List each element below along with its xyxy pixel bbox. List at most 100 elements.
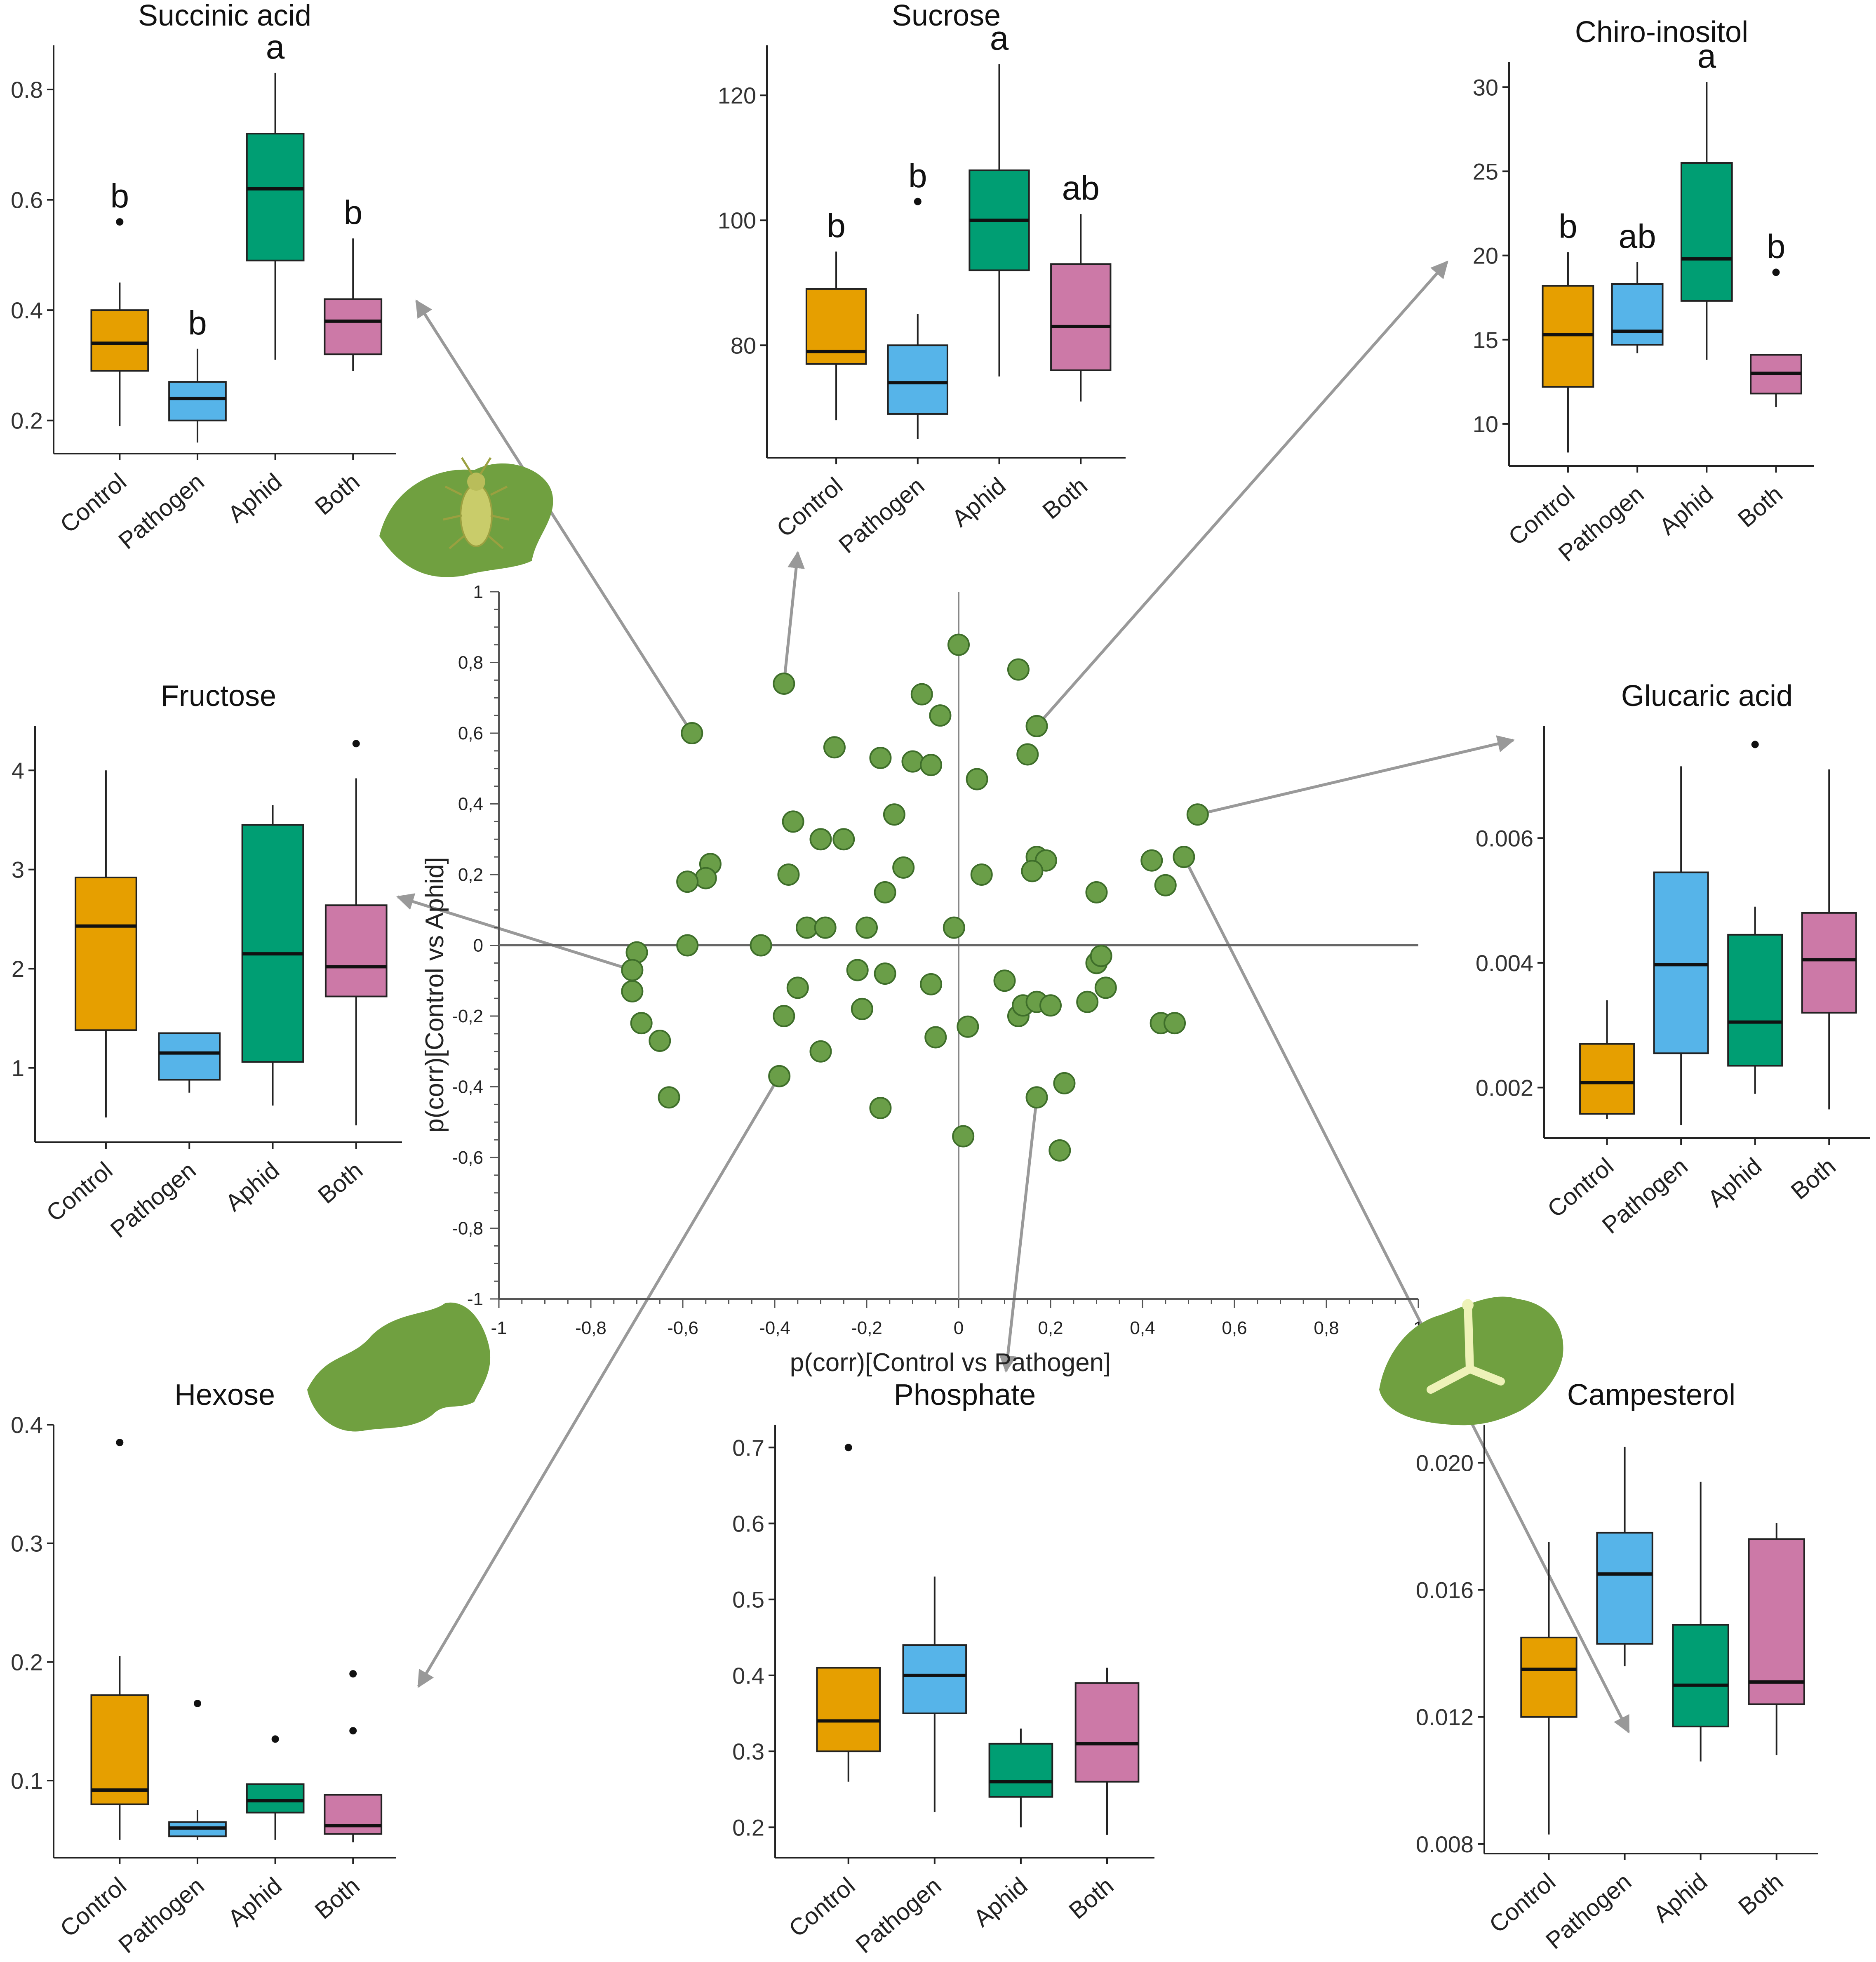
loading-point bbox=[943, 916, 965, 939]
loading-point bbox=[786, 976, 809, 999]
loading-point bbox=[1085, 881, 1108, 903]
loading-point bbox=[874, 962, 896, 985]
leaf-icons bbox=[307, 457, 1563, 1432]
y-tick-label: 2 bbox=[12, 956, 24, 982]
loading-point bbox=[1007, 658, 1030, 681]
chart-title: Sucrose bbox=[892, 0, 1001, 32]
y-tick-label: 0.6 bbox=[11, 187, 43, 213]
loading-point bbox=[901, 750, 924, 773]
y-tick-label: 1 bbox=[12, 1055, 24, 1081]
category-label: Aphid bbox=[969, 1872, 1032, 1932]
y-tick-label: 20 bbox=[1473, 243, 1498, 269]
loading-point bbox=[1094, 976, 1117, 999]
y-tick-label: 15 bbox=[1473, 327, 1498, 353]
chart-title: Campesterol bbox=[1567, 1379, 1735, 1412]
category-label: Aphid bbox=[223, 468, 287, 528]
x-tick-label: 0,8 bbox=[1314, 1318, 1339, 1338]
box-control bbox=[816, 1667, 881, 1753]
significance-letter: a bbox=[990, 19, 1009, 57]
loading-point bbox=[970, 863, 993, 886]
loading-point bbox=[883, 803, 905, 826]
boxplot-sucrose: Sucrose 80 100 120 Control b Pathogen b Aphid a Bo… bbox=[718, 0, 1126, 559]
box-both bbox=[1074, 1682, 1140, 1783]
y-tick-label: 120 bbox=[718, 82, 756, 108]
y-tick-label: -0,2 bbox=[452, 1006, 483, 1026]
y-tick-label: 30 bbox=[1473, 74, 1498, 100]
category-label: Both bbox=[1733, 1868, 1788, 1920]
loading-point bbox=[966, 768, 988, 790]
category-label: Both bbox=[1786, 1153, 1841, 1204]
box-aphid bbox=[246, 1783, 305, 1814]
outlier-point bbox=[1772, 268, 1780, 276]
category-label: Both bbox=[1037, 472, 1092, 524]
connector-arrow bbox=[396, 893, 633, 972]
outlier-point bbox=[349, 1727, 357, 1735]
outlier-point bbox=[914, 198, 922, 205]
y-tick-label: 0.3 bbox=[732, 1739, 764, 1764]
significance-letter: b bbox=[343, 194, 362, 231]
loading-point bbox=[658, 1086, 680, 1109]
y-tick-label: 0.2 bbox=[11, 1649, 43, 1675]
box-pathogen bbox=[1653, 871, 1709, 1054]
y-tick-label: 0.002 bbox=[1476, 1075, 1533, 1101]
loading-point bbox=[920, 973, 943, 995]
category-label: Both bbox=[1733, 480, 1788, 532]
significance-letter: b bbox=[908, 157, 927, 195]
category-label: Pathogen bbox=[1541, 1868, 1636, 1954]
category-label: Control bbox=[41, 1157, 118, 1227]
loadings-scatter-plot: -1-0,8-0,6-0,4-0,200,20,40,60,8110,80,60… bbox=[421, 582, 1423, 1377]
loading-point bbox=[952, 1125, 975, 1148]
boxplot-chiro-inositol: Chiro-inositol1015202530ControlbPathogen… bbox=[1473, 16, 1814, 567]
chart-title: Fructose bbox=[161, 680, 276, 713]
loading-point bbox=[1090, 945, 1112, 967]
loading-point bbox=[892, 856, 915, 879]
box-both bbox=[1748, 1538, 1805, 1705]
box-aphid bbox=[1680, 162, 1733, 302]
x-tick-label: -1 bbox=[491, 1318, 507, 1338]
significance-letter: a bbox=[266, 28, 285, 66]
loading-point bbox=[750, 934, 772, 957]
outlier-point bbox=[349, 1670, 357, 1678]
loading-point bbox=[796, 916, 818, 939]
x-tick-label: 0,6 bbox=[1222, 1318, 1247, 1338]
significance-letter: ab bbox=[1062, 169, 1100, 207]
significance-letter: b bbox=[110, 177, 129, 215]
y-tick-label: 0.4 bbox=[732, 1663, 764, 1689]
loading-point bbox=[676, 870, 699, 893]
y-tick-label: 0,2 bbox=[458, 865, 483, 885]
loading-point bbox=[910, 683, 933, 706]
y-tick-label: 0.004 bbox=[1476, 950, 1533, 976]
box-both bbox=[324, 904, 388, 997]
box-control bbox=[1579, 1043, 1635, 1115]
category-label: Pathogen bbox=[834, 472, 929, 558]
y-tick-label: 0,4 bbox=[458, 794, 483, 814]
loading-point bbox=[1164, 1012, 1186, 1035]
chart-title: Succinic acid bbox=[138, 0, 311, 32]
loading-point bbox=[676, 934, 699, 957]
connector-arrow bbox=[415, 299, 694, 734]
loading-point bbox=[681, 722, 703, 744]
loading-point bbox=[947, 633, 970, 656]
chart-title: Chiro-inositol bbox=[1575, 16, 1748, 49]
x-tick-label: -0,6 bbox=[667, 1318, 698, 1338]
connector-arrow bbox=[999, 1097, 1039, 1373]
loading-point bbox=[809, 828, 832, 851]
category-label: Both bbox=[1064, 1872, 1119, 1924]
box-pathogen bbox=[158, 1032, 221, 1081]
box-aphid bbox=[241, 824, 304, 1063]
y-tick-label: 25 bbox=[1473, 158, 1498, 184]
loading-point bbox=[874, 881, 896, 903]
loading-point bbox=[1173, 846, 1195, 868]
loading-point bbox=[846, 959, 869, 981]
category-label: Aphid bbox=[223, 1872, 287, 1932]
boxplot-phosphate: Phosphate 0.2 0.3 0.4 0.5 0.6 0.7 ControlPathog… bbox=[732, 1379, 1154, 1959]
loading-point bbox=[1186, 803, 1209, 826]
box-control bbox=[75, 876, 137, 1031]
leaf-icon bbox=[307, 1302, 491, 1432]
loading-point bbox=[1021, 860, 1044, 882]
loading-point bbox=[1053, 1072, 1076, 1094]
loading-point bbox=[1025, 1086, 1048, 1109]
x-tick-label: -0,4 bbox=[759, 1318, 790, 1338]
